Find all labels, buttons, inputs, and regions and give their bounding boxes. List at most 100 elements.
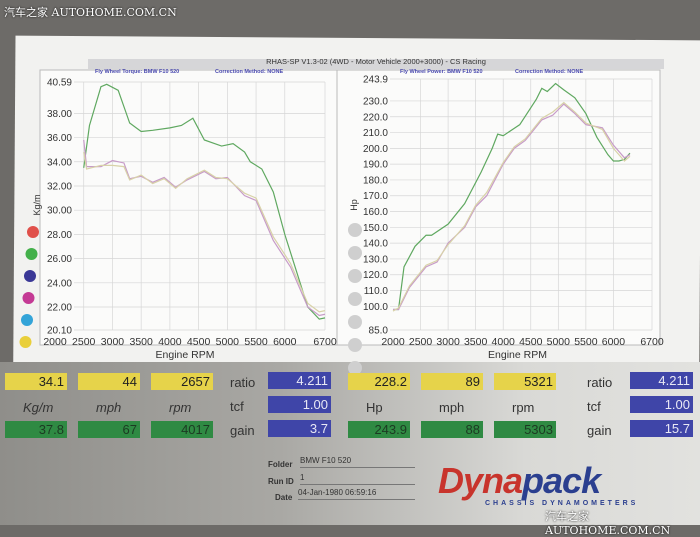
current-value-field: 89 [421, 373, 483, 390]
unit-label: mph [439, 400, 465, 415]
y-tick-label: 160.0 [363, 207, 388, 218]
y-tick-label: 40.59 [47, 78, 72, 89]
watermark-bottom: 汽车之家 AUTOHOME.COM.CN [545, 510, 671, 537]
series-line-1 [393, 82, 631, 311]
y-tick-label: 28.00 [47, 230, 72, 241]
plot-frame [39, 69, 341, 346]
chart-header-title: RHAS-SP V1.3-02 (4WD - Motor Vehicle 200… [266, 57, 486, 66]
y-tick-label: 30.00 [47, 206, 72, 217]
y-tick-label: 38.00 [47, 109, 72, 120]
dynapack-logo: Dynapack [438, 460, 601, 502]
peak-value-field: 37.8 [5, 421, 67, 438]
x-tick-label: 4500 [187, 336, 211, 348]
ratio-value: 4.211 [268, 372, 331, 389]
unit-label: mph [96, 400, 122, 415]
run-slot-dot [348, 269, 362, 283]
ratio-label: ratio [587, 375, 613, 390]
current-value-field: 2657 [151, 373, 213, 390]
y-tick-label: 140.0 [363, 239, 388, 250]
title-bar [88, 59, 664, 69]
y-tick-label: 32.00 [47, 181, 72, 192]
ratio-label: ratio [230, 375, 256, 390]
y-tick-label: 220.0 [363, 112, 388, 123]
x-tick-label: 6000 [602, 336, 626, 348]
x-tick-label: 3000 [436, 336, 460, 348]
y-axis-label: Kg/m [32, 194, 42, 215]
y-tick-label: 170.0 [363, 191, 388, 202]
x-tick-label: 6700 [640, 336, 664, 348]
x-tick-label: 4000 [158, 336, 182, 348]
folder-value: BMW F10 520 [300, 456, 415, 468]
y-tick-label: 20.10 [47, 326, 72, 337]
y-tick-label: 150.0 [363, 223, 388, 234]
y-tick-label: 22.00 [47, 303, 72, 314]
x-tick-label: 6000 [273, 336, 297, 348]
gain-value: 15.7 [630, 420, 693, 437]
logo-tagline: CHASSIS DYNAMOMETERS [485, 500, 639, 507]
y-tick-label: 120.0 [363, 270, 388, 281]
current-value-field: 228.2 [348, 373, 410, 390]
chart-subtitle: Fly Wheel Power: BMW F10 520 [400, 69, 483, 75]
correction-method: Correction Method: NONE [515, 69, 583, 75]
x-tick-label: 2000 [43, 336, 67, 348]
y-tick-label: 85.0 [369, 326, 389, 337]
run-slot-dot [348, 292, 362, 306]
run-slot-dot [348, 246, 362, 260]
gain-value: 3.7 [268, 420, 331, 437]
gain-label: gain [230, 423, 255, 438]
y-tick-label: 180.0 [363, 175, 388, 186]
y-tick-label: 26.00 [47, 254, 72, 265]
y-axis-label: Hp [349, 199, 359, 211]
gain-label: gain [587, 423, 612, 438]
y-tick-label: 190.0 [363, 160, 388, 171]
series-line-3 [83, 151, 326, 313]
x-tick-label: 3500 [129, 336, 153, 348]
y-tick-label: 24.00 [47, 278, 72, 289]
x-tick-label: 4000 [492, 336, 516, 348]
correction-method: Correction Method: NONE [215, 69, 283, 75]
run-color-dot [19, 336, 32, 348]
series-line-2 [83, 139, 326, 317]
run-slot-dot [348, 338, 362, 352]
date-label: Date [275, 493, 293, 502]
folder-label: Folder [268, 460, 293, 469]
y-tick-label: 36.00 [47, 133, 72, 144]
x-tick-label: 2000 [381, 336, 405, 348]
tcf-value: 1.00 [268, 396, 331, 413]
y-tick-label: 130.0 [363, 254, 388, 265]
series-line-3 [392, 101, 631, 312]
ratio-value: 4.211 [630, 372, 693, 389]
tcf-label: tcf [230, 399, 244, 414]
x-tick-label: 4500 [519, 336, 543, 348]
peak-value-field: 5303 [494, 421, 556, 438]
peak-value-field: 88 [421, 421, 483, 438]
watermark-top: 汽车之家 AUTOHOME.COM.CN [4, 6, 177, 19]
tcf-label: tcf [587, 399, 601, 414]
x-tick-label: 5500 [244, 336, 268, 348]
run-color-dot [21, 314, 33, 326]
current-value-field: 34.1 [5, 373, 67, 390]
unit-label: Kg/m [23, 400, 54, 415]
run-color-dot [27, 226, 39, 238]
tcf-value: 1.00 [630, 396, 693, 413]
y-tick-label: 110.0 [364, 286, 389, 297]
x-tick-label: 3500 [464, 336, 488, 348]
current-value-field: 44 [78, 373, 140, 390]
y-tick-label: 100.0 [363, 302, 388, 313]
peak-value-field: 4017 [151, 421, 213, 438]
run-id-label: Run ID [268, 477, 294, 486]
run-slot-dot [348, 361, 362, 375]
unit-label: Hp [366, 400, 383, 415]
y-tick-label: 243.9 [363, 75, 388, 86]
y-tick-label: 230.0 [363, 96, 388, 107]
x-axis-label: Engine RPM [156, 349, 215, 361]
x-tick-label: 5500 [574, 336, 598, 348]
unit-label: rpm [169, 400, 192, 415]
plot-frame [336, 69, 661, 346]
run-color-dot [25, 248, 38, 260]
x-tick-label: 5000 [216, 336, 240, 348]
x-axis-label: Engine RPM [488, 349, 547, 361]
x-tick-label: 3000 [101, 336, 125, 348]
dyno-charts: RHAS-SP V1.3-02 (4WD - Motor Vehicle 200… [19, 57, 664, 375]
peak-value-field: 243.9 [348, 421, 410, 438]
